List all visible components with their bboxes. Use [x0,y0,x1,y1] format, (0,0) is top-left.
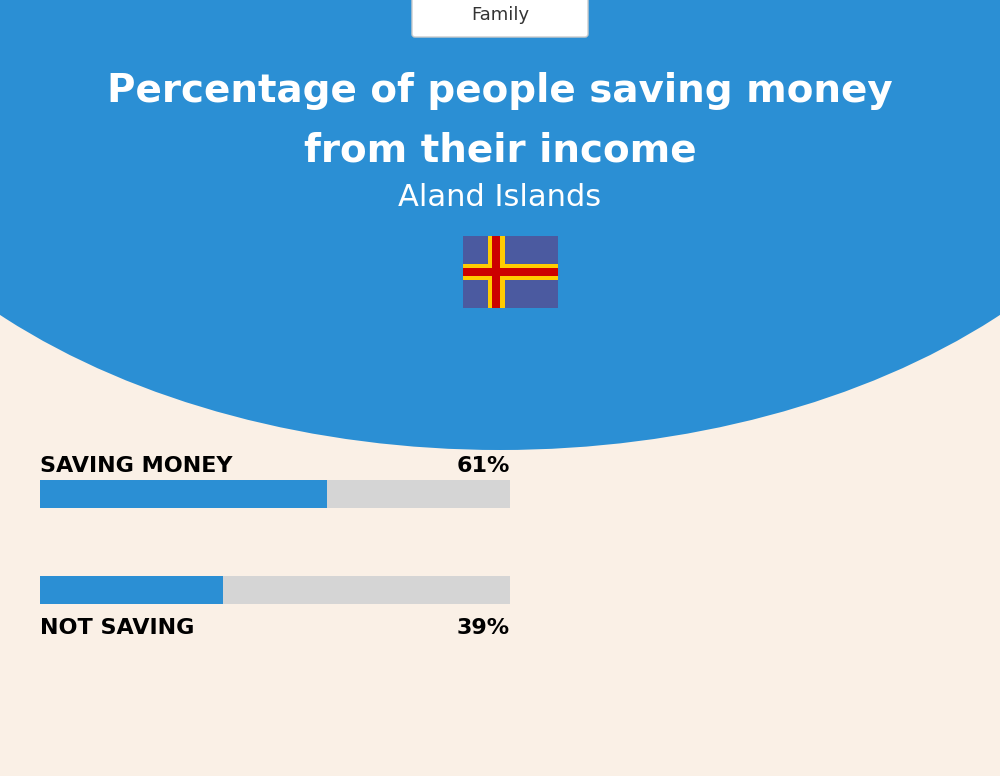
Text: Family: Family [471,6,529,24]
Text: Percentage of people saving money: Percentage of people saving money [107,72,893,110]
Bar [463,236,558,308]
Text: Aland Islands: Aland Islands [398,183,602,213]
Bar [40,576,510,604]
Bar [40,480,327,508]
Text: 39%: 39% [457,618,510,638]
Bar [463,264,558,280]
Text: 61%: 61% [457,456,510,476]
Text: from their income: from their income [304,132,696,170]
Bar [488,236,505,308]
Text: NOT SAVING: NOT SAVING [40,618,194,638]
Text: SAVING MONEY: SAVING MONEY [40,456,232,476]
Bar [40,480,510,508]
Bar [492,236,500,308]
FancyBboxPatch shape [412,0,588,37]
Bar [463,268,558,275]
Ellipse shape [0,0,1000,450]
Bar [40,576,223,604]
